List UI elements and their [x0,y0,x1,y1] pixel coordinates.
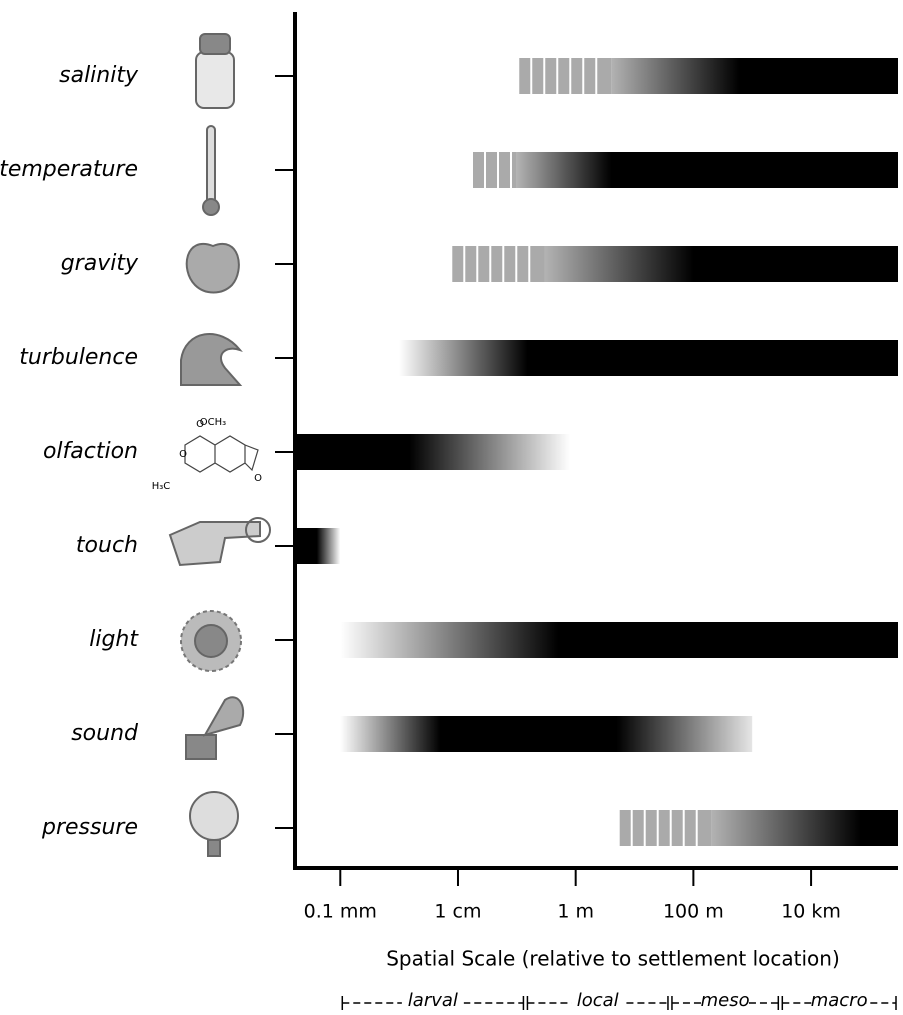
x-tick-label: 1 m [557,901,594,923]
molecule-icon [185,436,258,472]
thermometer-icon [207,126,215,204]
gauge-icon [190,792,238,840]
row-label: turbulence [19,345,138,370]
molecule-label: OCH₃ [200,417,226,428]
row-label: sound [71,721,139,746]
row-label: light [89,627,139,652]
row-label: salinity [59,63,139,88]
apple-icon [187,244,239,293]
x-tick-label: 10 km [781,901,841,923]
phonograph-base [186,735,216,759]
gradient-bar [399,340,898,376]
row-label: temperature [0,157,138,182]
x-tick-label: 0.1 mm [304,901,377,923]
phonograph-horn [205,697,243,735]
range-label: meso [701,990,750,1011]
dashed-range [452,246,545,282]
icons [170,34,270,856]
salt-icon [196,52,234,108]
range-label: larval [408,990,458,1011]
range-label: local [577,990,619,1011]
gradient-bar [517,152,898,188]
x-tick-label: 1 cm [434,901,481,923]
row-label: touch [76,533,138,558]
sun-icon [181,611,241,671]
x-axis-label: Spatial Scale (relative to settlement lo… [386,947,840,971]
gradient-bar [611,58,898,94]
dashed-range [519,58,611,94]
chart: OOCH₃H₃COO Spatial Scale (relative to se… [0,0,903,1015]
gradient-bar [295,434,570,470]
range-label: macro [811,990,868,1011]
molecule-label: O [179,449,187,460]
x-tick-label: 100 m [663,901,724,923]
row-label: olfaction [43,439,138,464]
row-label: pressure [41,815,138,840]
wave-icon [181,334,240,385]
gauge-stem [208,840,220,856]
salt-cap [200,34,230,54]
molecule-label: O [254,473,262,484]
molecule-label: H₃C [152,481,171,492]
gradient-bar [545,246,898,282]
gradient-bar [340,622,898,658]
gradient-bar [711,810,898,846]
bars [295,58,898,846]
row-label: gravity [61,251,139,276]
gradient-bar [340,716,752,752]
thermometer-bulb [203,199,219,215]
gradient-bar [295,528,340,564]
